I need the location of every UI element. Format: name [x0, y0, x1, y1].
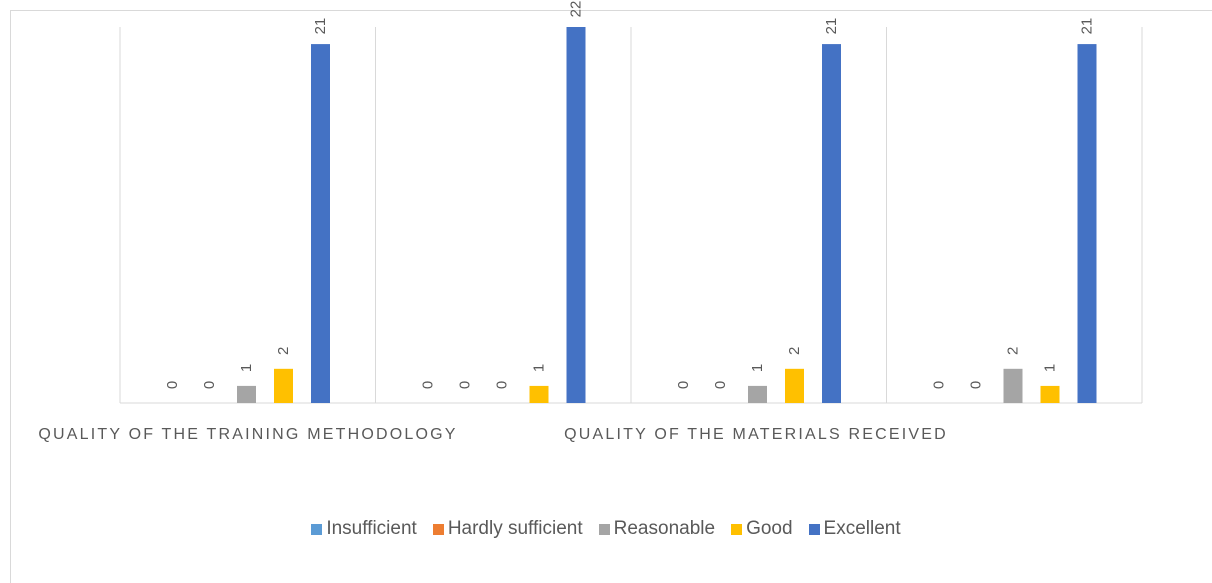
legend-item: Good	[731, 518, 793, 540]
data-label: 0	[420, 381, 437, 389]
data-label: 0	[712, 381, 729, 389]
bar-good	[1040, 385, 1060, 403]
legend-swatch	[731, 523, 743, 535]
data-label: 1	[531, 364, 548, 372]
data-label: 0	[201, 381, 218, 389]
bar-good	[529, 385, 549, 403]
data-label: 0	[164, 381, 181, 389]
legend-label: Good	[746, 518, 793, 539]
legend-label: Hardly sufficient	[447, 518, 583, 539]
data-label: 0	[931, 381, 948, 389]
bar-reasonable	[237, 385, 256, 403]
data-label: 21	[823, 18, 840, 35]
bar-good	[785, 368, 804, 403]
data-label: 21	[312, 18, 329, 35]
legend-swatch	[311, 523, 323, 535]
chart-legend: Insufficient Hardly sufficient Reasonable G…	[0, 518, 1212, 540]
category-label: QUALITY OF THE TRAINING METHODOLOGY	[38, 426, 457, 443]
legend-swatch	[432, 523, 444, 535]
legend-item: Excellent	[808, 518, 901, 540]
chart-frame-top	[10, 10, 1212, 11]
legend-swatch	[598, 523, 610, 535]
bar-reasonable	[1003, 368, 1023, 403]
data-label: 1	[1042, 364, 1059, 372]
category-label: QUALITY OF THE MATERIALS RECEIVED	[564, 426, 948, 443]
legend-item: Insufficient	[311, 518, 417, 540]
data-label: 1	[749, 364, 766, 372]
legend-label: Reasonable	[613, 518, 716, 539]
legend-swatch	[808, 523, 820, 535]
data-label: 2	[1005, 347, 1022, 355]
data-label: 22	[568, 1, 585, 18]
data-label: 0	[494, 381, 511, 389]
chart-frame-left	[10, 10, 11, 583]
data-label: 0	[457, 381, 474, 389]
bar-excellent	[1077, 44, 1097, 403]
legend-label: Excellent	[823, 518, 901, 539]
bar-excellent	[566, 27, 586, 403]
data-label: 21	[1079, 18, 1096, 35]
bar-excellent	[822, 44, 841, 403]
bar-good	[274, 368, 293, 403]
data-label: 2	[275, 347, 292, 355]
legend-label: Insufficient	[326, 518, 417, 539]
legend-item: Hardly sufficient	[432, 518, 583, 540]
legend-item: Reasonable	[598, 518, 716, 540]
bar-excellent	[311, 44, 330, 403]
bar-reasonable	[748, 385, 767, 403]
data-label: 1	[238, 364, 255, 372]
data-label: 0	[968, 381, 985, 389]
data-label: 2	[786, 347, 803, 355]
data-label: 0	[675, 381, 692, 389]
